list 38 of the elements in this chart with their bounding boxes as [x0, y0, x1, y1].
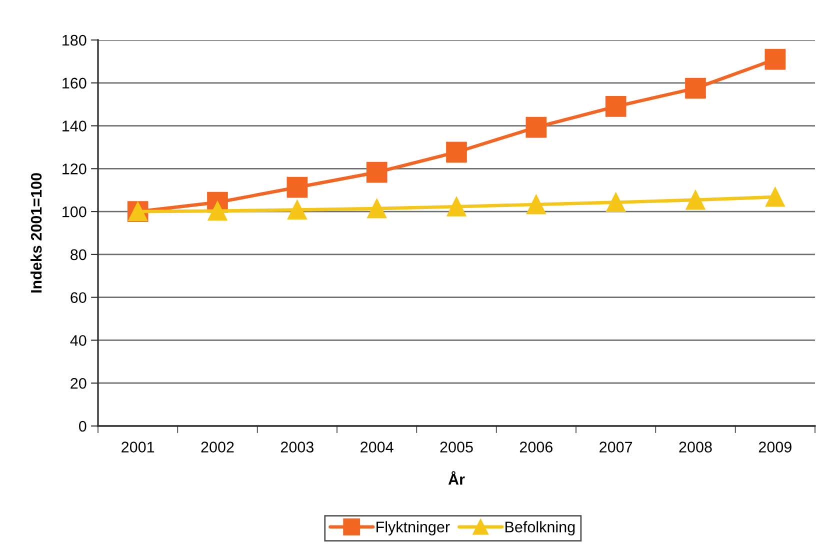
y-axis-title: Indeks 2001=100: [30, 173, 42, 292]
point: [606, 192, 626, 212]
y-tick-label: 100: [62, 206, 86, 218]
x-axis-title: År: [448, 471, 465, 485]
point: [764, 48, 786, 70]
point: [686, 190, 706, 210]
legend-label: Flyktninger: [376, 521, 450, 536]
x-tick-label: 2004: [360, 442, 394, 452]
point: [286, 176, 308, 198]
x-tick-label: 2007: [600, 442, 632, 452]
point: [605, 96, 626, 117]
point: [685, 78, 706, 99]
point: [366, 162, 388, 183]
point: [446, 196, 466, 216]
point: [367, 198, 387, 218]
y-tick-label: 80: [70, 249, 86, 260]
x-tick-label: 2003: [280, 442, 314, 452]
y-tick-label: 0: [78, 420, 86, 432]
x-tick-label: 2009: [758, 442, 792, 452]
x-tick-label: 2006: [520, 442, 552, 452]
x-tick-label: 2005: [440, 442, 473, 452]
legend-label: Befolkning: [506, 521, 575, 536]
point: [765, 187, 785, 207]
point: [526, 194, 546, 214]
point: [446, 142, 467, 163]
y-tick-label: 40: [70, 335, 86, 346]
y-tick-label: 120: [62, 164, 86, 174]
y-tick-label: 180: [62, 34, 86, 46]
point: [208, 201, 228, 221]
y-tick-label: 140: [62, 120, 86, 132]
x-tick-label: 2001: [122, 442, 154, 452]
x-tick-label: 2002: [201, 442, 234, 452]
point: [287, 200, 307, 220]
y-tick-label: 20: [70, 378, 86, 389]
y-tick-label: 60: [70, 292, 86, 304]
point: [526, 116, 547, 138]
y-tick-label: 160: [62, 78, 86, 89]
x-tick-label: 2008: [679, 442, 712, 452]
